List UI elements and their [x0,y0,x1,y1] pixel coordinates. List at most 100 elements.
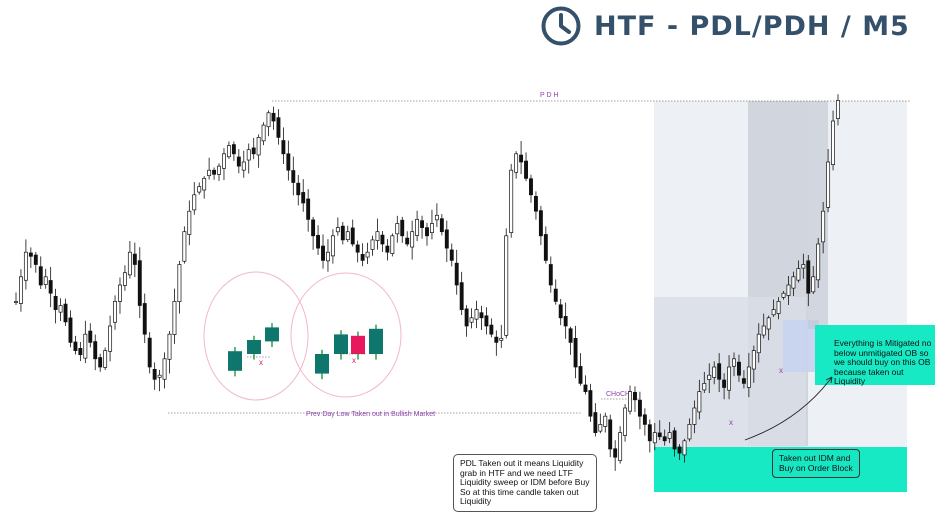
candle-body [301,192,306,204]
candle-body [113,301,117,323]
candle-body [464,308,469,327]
candle-body [48,280,53,294]
candle-body [816,243,821,281]
candle-body [449,249,454,261]
candle-body [484,315,489,327]
candle-body [395,223,400,235]
candle-body [801,264,806,269]
candle-body [375,231,380,241]
candle-body [662,436,667,442]
candle-body [583,384,588,392]
candle-body [276,117,281,138]
candle-body [316,234,321,249]
candle-body [420,220,424,228]
candle-body [642,414,647,425]
candle-body [271,112,276,122]
candle-body [791,276,796,289]
candle-body [132,253,137,265]
illustration-bull-candle [247,340,261,354]
candle-body [19,276,23,304]
candle-body [306,198,311,220]
candle-body [345,231,350,241]
candle-body [127,251,132,276]
candle-body [222,153,226,169]
candle-body [667,432,672,439]
candle-body [489,324,494,335]
pdh-label: P D H [540,92,559,99]
candle-body [524,160,528,179]
candle-body [598,424,603,432]
candle-body [732,358,736,367]
illustration-bull-candle [369,328,383,354]
candle-body [425,227,429,237]
candle-body [118,284,122,302]
candle-body [459,282,464,310]
candle-body [509,169,514,233]
candle-body [390,235,395,254]
candle-body [568,328,573,343]
candle-body [806,260,811,294]
candle-body [157,374,162,378]
candle-body [434,214,439,221]
candle-body [365,251,370,258]
candle-body [23,251,28,281]
callout-idm-note: Taken out IDM and Buy on Order Block [772,449,860,478]
candle-body [405,237,410,245]
candle-body [657,432,662,438]
candle-body [637,399,642,417]
candle-body [538,210,543,237]
candle-body [672,430,677,450]
candle-body [811,276,816,293]
candle-body [756,333,761,354]
candle-body [786,284,791,296]
candle-body [608,419,613,450]
candle-body [241,161,246,171]
candle-body [751,350,756,370]
candle-body [776,301,781,314]
choch-label: CHoCH [606,391,630,398]
candle-body [182,231,187,262]
candle-body [558,304,563,319]
candle-body [722,379,727,388]
candle-body [286,153,291,171]
candle-body [588,390,593,417]
candle-body [207,169,212,177]
illustration-bear-candle [351,335,365,354]
candle-body [836,100,840,119]
candle-body [217,165,221,175]
candle-body [514,153,519,173]
candle-body [410,231,415,248]
x-marker-illustration-1: x [259,358,263,367]
candle-body [122,272,127,286]
candle-body [737,361,741,376]
illustration-bull-candle [228,351,242,371]
candle-body [226,145,231,158]
candle-body [291,170,296,183]
candle-body [98,357,103,368]
candle-body [192,194,197,211]
page-title: HTF - PDL/PDH / M5 [594,10,910,42]
candle-body [73,341,78,351]
candle-body [796,268,801,281]
candle-body [202,178,207,191]
candle-body [533,196,538,212]
candle-body [687,424,692,440]
candle-body [321,245,325,261]
illustration-bull-candle [265,327,279,342]
main-candles [14,94,840,471]
candle-body [350,227,355,245]
candle-body [692,407,697,425]
candle-body [682,440,687,456]
candle-body [177,264,182,303]
candle-body [821,210,826,243]
illustration-bull-candle [315,354,329,374]
candle-body [172,301,177,335]
candle-body [761,325,766,336]
callout-mitigated-note: Everything is Mitigated no below unmitig… [834,338,932,386]
candle-body [479,312,484,319]
candle-body [385,245,390,253]
candle-body [548,264,553,286]
candle-body [330,235,335,257]
candle-body [355,244,360,253]
